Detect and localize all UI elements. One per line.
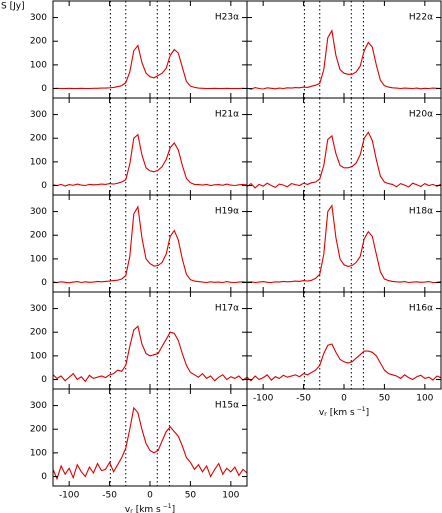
panel-label: H20α (409, 110, 433, 120)
y-tick-label: 200 (30, 134, 47, 144)
x-tick-label: -50 (102, 491, 117, 501)
panel: 0 100 200 300 H17α (30, 291, 248, 390)
x-axis-label-sub: r (130, 508, 133, 513)
spectrum-line (52, 44, 248, 90)
y-tick-label: 0 (41, 472, 47, 482)
y-tick-label: 0 (41, 84, 47, 94)
y-tick-label: 0 (41, 278, 47, 288)
x-axis-label-sup: −1 (163, 503, 172, 510)
x-axis-label-sup: −1 (357, 406, 366, 413)
panel-label: H21α (215, 110, 239, 120)
x-tick-label: 0 (341, 394, 347, 404)
x-tick-label: -100 (59, 491, 80, 501)
spectrum-line (246, 343, 442, 382)
x-axis-label-part: v (125, 505, 131, 513)
y-tick-label: 200 (30, 425, 47, 435)
spectrum-line (52, 406, 248, 481)
panel: 0 100 200 300 H23α (30, 0, 248, 99)
x-tick-label: 100 (416, 394, 433, 404)
y-tick-label: 200 (30, 231, 47, 241)
panel-label: H15α (215, 401, 239, 411)
panel-label: H16α (409, 304, 433, 314)
panel-label: H23α (215, 13, 239, 23)
x-axis-label-part: v (319, 408, 325, 418)
panel: 0 100 200 300 H19α (30, 194, 248, 293)
x-axis-label-part: ] (366, 408, 370, 418)
panel: 0 100 200 300 H21α (30, 97, 248, 196)
x-tick-label: 0 (147, 491, 153, 501)
x-axis-label-part: ] (172, 505, 176, 513)
x-axis-label-part: [km s (330, 408, 355, 418)
panel: 0 100 200 300 -100 -50 0 50 100 H15α (30, 388, 248, 501)
panel: H20α (246, 97, 442, 196)
panel: -100 -50 0 50 100 H16α (246, 291, 442, 404)
y-tick-label: 300 (30, 304, 47, 314)
y-tick-label: 0 (41, 181, 47, 191)
y-tick-label: 100 (30, 157, 47, 167)
panel-label: H22α (409, 13, 433, 23)
panel-label: H18α (409, 207, 433, 217)
panel-label: H17α (215, 304, 239, 314)
y-tick-label: 100 (30, 254, 47, 264)
y-tick-label: 200 (30, 328, 47, 338)
y-tick-label: 0 (41, 375, 47, 385)
spectrum-line (246, 204, 442, 284)
y-tick-label: 300 (30, 401, 47, 411)
y-tick-label: 200 (30, 37, 47, 47)
x-axis-label-part: [km s (136, 505, 161, 513)
panel: H18α (246, 194, 442, 293)
spectrum-line (52, 205, 248, 284)
x-tick-label: -100 (253, 394, 274, 404)
x-tick-label: -50 (296, 394, 311, 404)
x-axis-label: vr [km s −1] (125, 503, 175, 513)
panel-label: H19α (215, 207, 239, 217)
y-tick-label: 300 (30, 207, 47, 217)
x-axis-label-sub: r (324, 411, 327, 418)
x-axis-label: vr [km s −1] (319, 406, 369, 418)
spectrum-line (52, 325, 248, 383)
spectrum-line (246, 28, 442, 90)
y-tick-label: 300 (30, 110, 47, 120)
spectrum-line (246, 131, 442, 189)
panel: H22α (246, 0, 442, 99)
spectrum-line (52, 133, 248, 187)
x-tick-label: 50 (379, 394, 391, 404)
y-tick-label: 100 (30, 448, 47, 458)
x-tick-label: 50 (185, 491, 197, 501)
y-tick-label: 100 (30, 351, 47, 361)
y-tick-label: 300 (30, 13, 47, 23)
y-axis-label: S [Jy] (1, 2, 25, 12)
y-tick-label: 100 (30, 60, 47, 70)
x-tick-label: 100 (222, 491, 239, 501)
